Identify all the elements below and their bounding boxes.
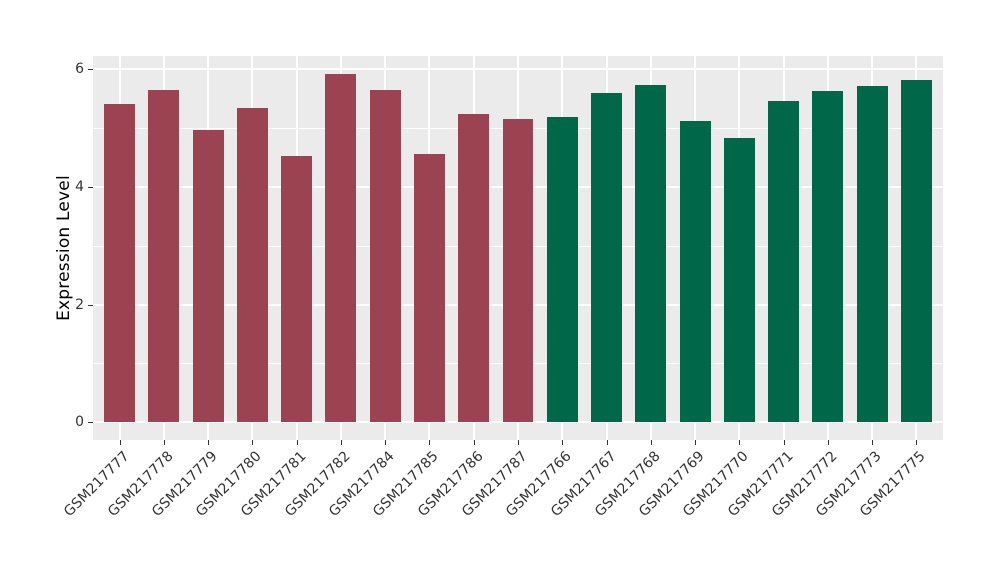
bar-GSM217767 [591, 92, 623, 423]
bar-GSM217770 [723, 138, 755, 423]
y-tick-mark-2 [88, 304, 93, 306]
x-tick-mark-GSM217781 [296, 440, 298, 445]
bar-GSM217786 [458, 113, 490, 423]
plot-panel [93, 56, 943, 440]
x-tick-mark-GSM217786 [473, 440, 475, 445]
x-tick-mark-GSM217779 [208, 440, 210, 445]
y-tick-mark-0 [88, 422, 93, 424]
bar-GSM217773 [856, 86, 888, 423]
bar-GSM217787 [502, 119, 534, 423]
x-tick-mark-GSM217766 [562, 440, 564, 445]
bar-GSM217778 [148, 90, 180, 423]
bar-GSM217785 [413, 153, 445, 423]
bar-GSM217766 [546, 117, 578, 423]
y-tick-mark-4 [88, 186, 93, 188]
x-tick-mark-GSM217785 [429, 440, 431, 445]
x-tick-mark-GSM217787 [518, 440, 519, 445]
x-tick-mark-GSM217771 [783, 440, 785, 445]
y-tick-label-4: 4 [75, 178, 84, 195]
bar-GSM217772 [812, 91, 844, 423]
bar-GSM217784 [369, 89, 401, 423]
x-tick-mark-GSM217775 [916, 440, 918, 445]
x-tick-mark-GSM217767 [606, 440, 608, 445]
bar-GSM217768 [635, 84, 667, 423]
bar-GSM217782 [325, 74, 357, 423]
y-tick-mark-6 [88, 68, 93, 70]
x-tick-mark-GSM217773 [872, 440, 874, 445]
bar-GSM217769 [679, 121, 711, 423]
x-tick-mark-GSM217770 [739, 440, 741, 445]
bar-GSM217775 [900, 80, 932, 423]
x-tick-mark-GSM217784 [385, 440, 387, 445]
x-tick-mark-GSM217772 [827, 440, 829, 445]
x-tick-mark-GSM217780 [252, 440, 254, 445]
x-tick-mark-GSM217769 [695, 440, 697, 445]
bar-GSM217779 [192, 129, 224, 423]
x-tick-mark-GSM217778 [163, 440, 165, 445]
bar-GSM217780 [236, 108, 268, 423]
y-tick-label-6: 6 [75, 60, 84, 77]
bar-GSM217781 [281, 156, 313, 423]
bar-GSM217771 [768, 101, 800, 423]
x-tick-mark-GSM217782 [340, 440, 342, 445]
y-tick-label-0: 0 [75, 414, 84, 431]
x-tick-mark-GSM217768 [650, 440, 652, 445]
bar-GSM217777 [104, 104, 136, 423]
y-axis-title: Expression Level [54, 175, 74, 321]
y-tick-label-2: 2 [75, 296, 84, 313]
x-tick-mark-GSM217777 [119, 440, 121, 445]
